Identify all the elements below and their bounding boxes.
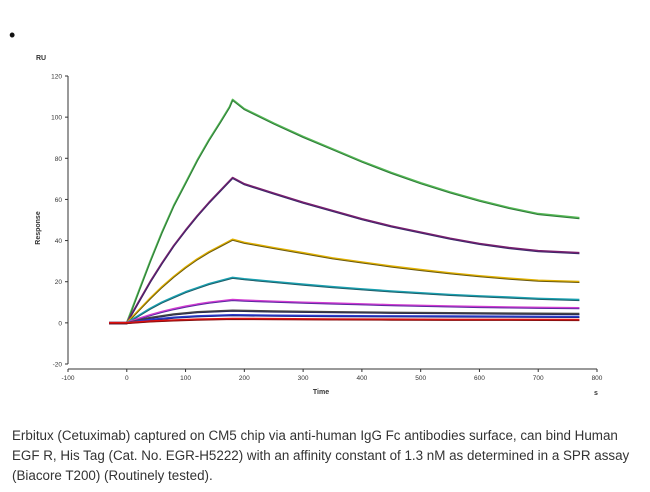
y-tick-label: 80 [55,156,63,163]
chart-axes [67,76,597,370]
fit-curve-2 [109,176,580,324]
y-axis-title: Response [35,211,42,245]
fit-curve-1 [109,98,580,324]
response-curve-4 [109,277,580,325]
response-curve-2 [109,178,580,325]
bullet-mark: • [9,25,16,45]
fit-curve-8 [109,317,580,324]
x-tick-label: 600 [474,375,485,382]
x-unit-label: s [594,390,598,397]
x-tick-label: 800 [592,375,603,382]
response-curve-5 [109,300,580,325]
x-tick-label: 500 [415,375,426,382]
y-unit-label: RU [36,55,46,62]
y-tick-label: 0 [58,320,62,327]
y-tick-label: 40 [55,238,63,245]
x-tick-label: -100 [61,375,74,382]
fit-curve-7 [109,314,580,324]
fit-curve-6 [109,309,580,324]
fit-curve-3 [109,238,580,324]
x-tick-label: 700 [533,375,544,382]
x-tick-label: 100 [180,375,191,382]
tick-group: -100 0 100 200 300 400 500 600 700 800 -20 0 20 40 60 8… [51,74,603,383]
x-tick-label: 400 [356,375,367,382]
x-tick-label: 0 [125,375,129,382]
fit-curve-5 [109,298,580,324]
y-tick-label: 120 [51,74,62,81]
spr-sensorgram-chart: -100 0 100 200 300 400 500 600 700 800 -20 0 20 40 60 8… [35,55,603,397]
y-tick-label: 100 [51,115,62,122]
x-tick-label: 200 [239,375,250,382]
response-curve-3 [109,239,580,325]
response-curve-8 [109,319,580,325]
y-tick-label: 60 [55,197,63,204]
x-axis-title: Time [313,389,329,396]
fit-curve-4 [109,276,580,324]
figure-caption: Erbitux (Cetuximab) captured on CM5 chip… [12,428,630,483]
y-tick-label: -20 [53,362,63,369]
x-tick-label: 300 [298,375,309,382]
series-layer [109,98,580,325]
response-curve-1 [109,100,580,325]
y-tick-label: 20 [55,279,63,286]
